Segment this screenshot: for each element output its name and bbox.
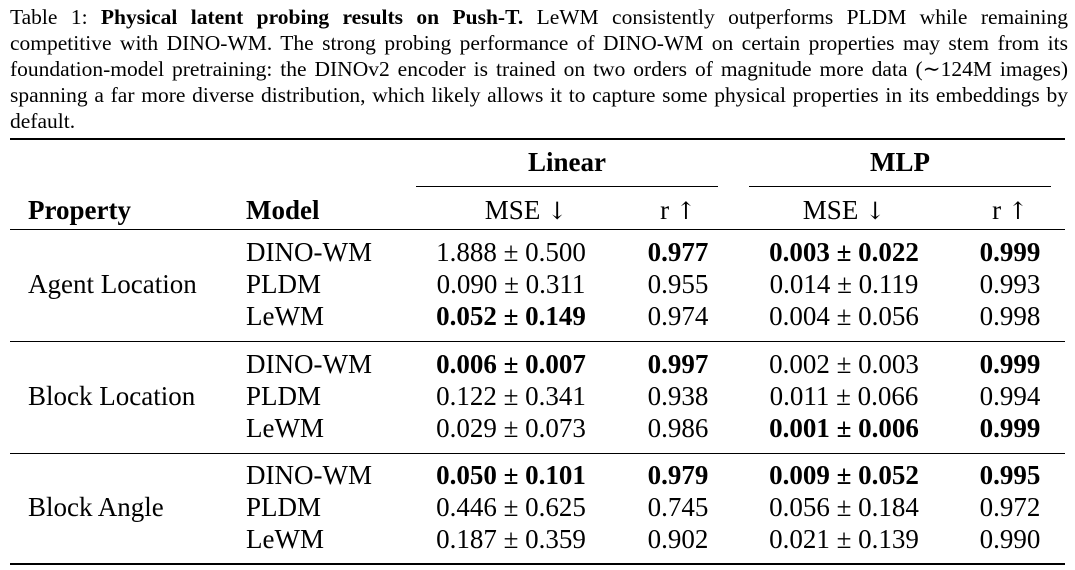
header-rule (10, 229, 1065, 230)
linear-r-cell: 0.902 (647, 524, 709, 554)
model-cell: DINO-WM (246, 460, 372, 490)
linear-r-cell: 0.977 (647, 237, 709, 267)
property-cell: Block Angle (28, 492, 164, 522)
col-header-property: Property (28, 195, 131, 225)
model-cell: LeWM (246, 413, 324, 443)
mlp-cmidrule (749, 186, 1051, 187)
mlp-mse-cell: 0.003 ± 0.022 (769, 237, 919, 267)
col-header-linear-mse: MSE ↓ (416, 194, 636, 227)
property-cell: Agent Location (28, 269, 197, 299)
mlp-mse-cell: 0.011 ± 0.066 (769, 381, 919, 411)
linear-r-cell: 0.745 (647, 492, 709, 522)
col-header-linear-r: r ↑ (636, 194, 720, 227)
r-label: r (660, 195, 670, 225)
mse-label: MSE (484, 195, 541, 225)
linear-r-cell: 0.979 (647, 460, 709, 490)
mlp-mse-cell: 0.009 ± 0.052 (769, 460, 919, 490)
r-label: r (992, 195, 1002, 225)
linear-mse-cell: 0.050 ± 0.101 (436, 460, 586, 490)
group-header-linear: Linear (528, 147, 606, 177)
mlp-r-cell: 0.972 (979, 492, 1041, 522)
mlp-mse-cell: 0.001 ± 0.006 (769, 413, 919, 443)
linear-mse-cell: 0.052 ± 0.149 (436, 301, 586, 331)
mlp-mse-cell: 0.004 ± 0.056 (769, 301, 919, 331)
caption-label: Table 1: (10, 5, 88, 29)
model-cell: PLDM (246, 269, 322, 299)
table-caption: Table 1: Physical latent probing results… (10, 4, 1068, 134)
mlp-mse-cell: 0.014 ± 0.119 (769, 269, 919, 299)
model-cell: DINO-WM (246, 237, 372, 267)
linear-r-cell: 0.986 (647, 413, 709, 443)
linear-r-cell: 0.997 (647, 349, 709, 379)
up-arrow-icon: ↑ (1007, 197, 1028, 225)
linear-mse-cell: 0.006 ± 0.007 (436, 349, 586, 379)
model-cell: LeWM (246, 524, 324, 554)
mlp-mse-cell: 0.002 ± 0.003 (769, 349, 919, 379)
linear-mse-cell: 0.029 ± 0.073 (436, 413, 586, 443)
linear-mse-cell: 1.888 ± 0.500 (436, 237, 586, 267)
linear-r-cell: 0.955 (647, 269, 709, 299)
mlp-r-cell: 0.999 (979, 349, 1041, 379)
linear-mse-cell: 0.090 ± 0.311 (436, 269, 586, 299)
linear-mse-cell: 0.122 ± 0.341 (436, 381, 586, 411)
mlp-r-cell: 0.998 (979, 301, 1041, 331)
col-header-model: Model (246, 195, 320, 225)
group-header-mlp: MLP (870, 147, 930, 177)
linear-r-cell: 0.974 (647, 301, 709, 331)
caption-title: Physical latent probing results on Push-… (100, 5, 524, 29)
mlp-mse-cell: 0.056 ± 0.184 (769, 492, 919, 522)
caption-body: LeWM consistently outperforms PLDM while… (10, 5, 1068, 133)
col-header-mlp-r: r ↑ (968, 194, 1052, 227)
section-rule (10, 341, 1065, 342)
model-cell: LeWM (246, 301, 324, 331)
model-cell: PLDM (246, 381, 322, 411)
down-arrow-icon: ↓ (865, 197, 886, 225)
property-cell: Block Location (28, 381, 196, 411)
mlp-r-cell: 0.995 (979, 460, 1041, 490)
linear-r-cell: 0.938 (647, 381, 709, 411)
col-header-mlp-mse: MSE ↓ (734, 194, 954, 227)
mlp-r-cell: 0.999 (979, 413, 1041, 443)
linear-cmidrule (416, 186, 718, 187)
top-rule (10, 138, 1065, 140)
mlp-r-cell: 0.994 (979, 381, 1041, 411)
linear-mse-cell: 0.446 ± 0.625 (436, 492, 586, 522)
mlp-r-cell: 0.993 (979, 269, 1041, 299)
model-cell: PLDM (246, 492, 322, 522)
up-arrow-icon: ↑ (675, 197, 696, 225)
down-arrow-icon: ↓ (547, 197, 568, 225)
model-cell: DINO-WM (246, 349, 372, 379)
linear-mse-cell: 0.187 ± 0.359 (436, 524, 586, 554)
section-rule (10, 453, 1065, 454)
mlp-mse-cell: 0.021 ± 0.139 (769, 524, 919, 554)
mse-label: MSE (802, 195, 859, 225)
mlp-r-cell: 0.999 (979, 237, 1041, 267)
bottom-rule (10, 563, 1065, 565)
mlp-r-cell: 0.990 (979, 524, 1041, 554)
